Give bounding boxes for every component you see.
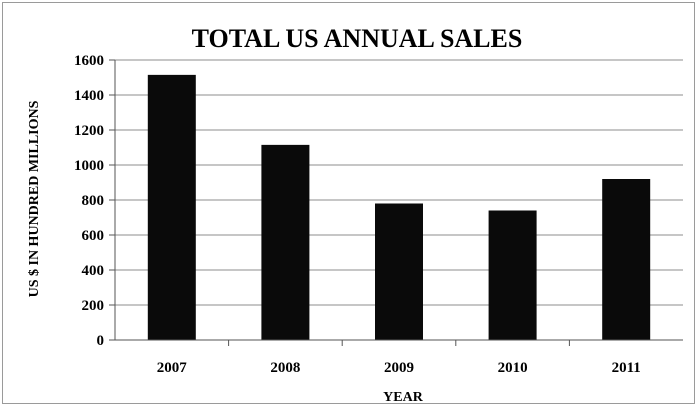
- x-tick-label: 2010: [498, 360, 528, 376]
- x-tick-label: 2007: [157, 360, 188, 376]
- bar-2010: [488, 210, 537, 340]
- y-axis-ticks: 0 200 400 600 800 1000 1200 1400 1600: [74, 53, 115, 349]
- y-tick-label: 1000: [74, 158, 104, 174]
- bar-2011: [602, 179, 651, 340]
- bar-2009: [375, 203, 423, 340]
- y-tick-label: 1400: [74, 88, 104, 104]
- y-tick-label: 600: [82, 228, 105, 244]
- bars: [147, 74, 651, 340]
- chart-frame: [2, 2, 695, 404]
- bar-2007: [147, 74, 196, 340]
- gridlines: [115, 59, 683, 306]
- bar-2008: [261, 144, 310, 340]
- x-axis-ticks: 2007 2008 2009 2010 2011: [157, 340, 641, 376]
- y-tick-label: 800: [82, 193, 105, 209]
- y-tick-label: 200: [82, 298, 105, 314]
- x-tick-label: 2008: [270, 360, 300, 376]
- y-axis-label: US $ IN HUNDRED MILLIONS: [27, 100, 42, 297]
- chart-title: TOTAL US ANNUAL SALES: [192, 24, 523, 53]
- y-tick-label: 1600: [74, 53, 104, 69]
- x-axis-label: YEAR: [383, 390, 424, 405]
- x-tick-label: 2009: [384, 360, 414, 376]
- y-tick-label: 0: [97, 333, 105, 349]
- y-tick-label: 1200: [74, 123, 104, 139]
- y-tick-label: 400: [82, 263, 105, 279]
- x-tick-label: 2011: [612, 360, 641, 376]
